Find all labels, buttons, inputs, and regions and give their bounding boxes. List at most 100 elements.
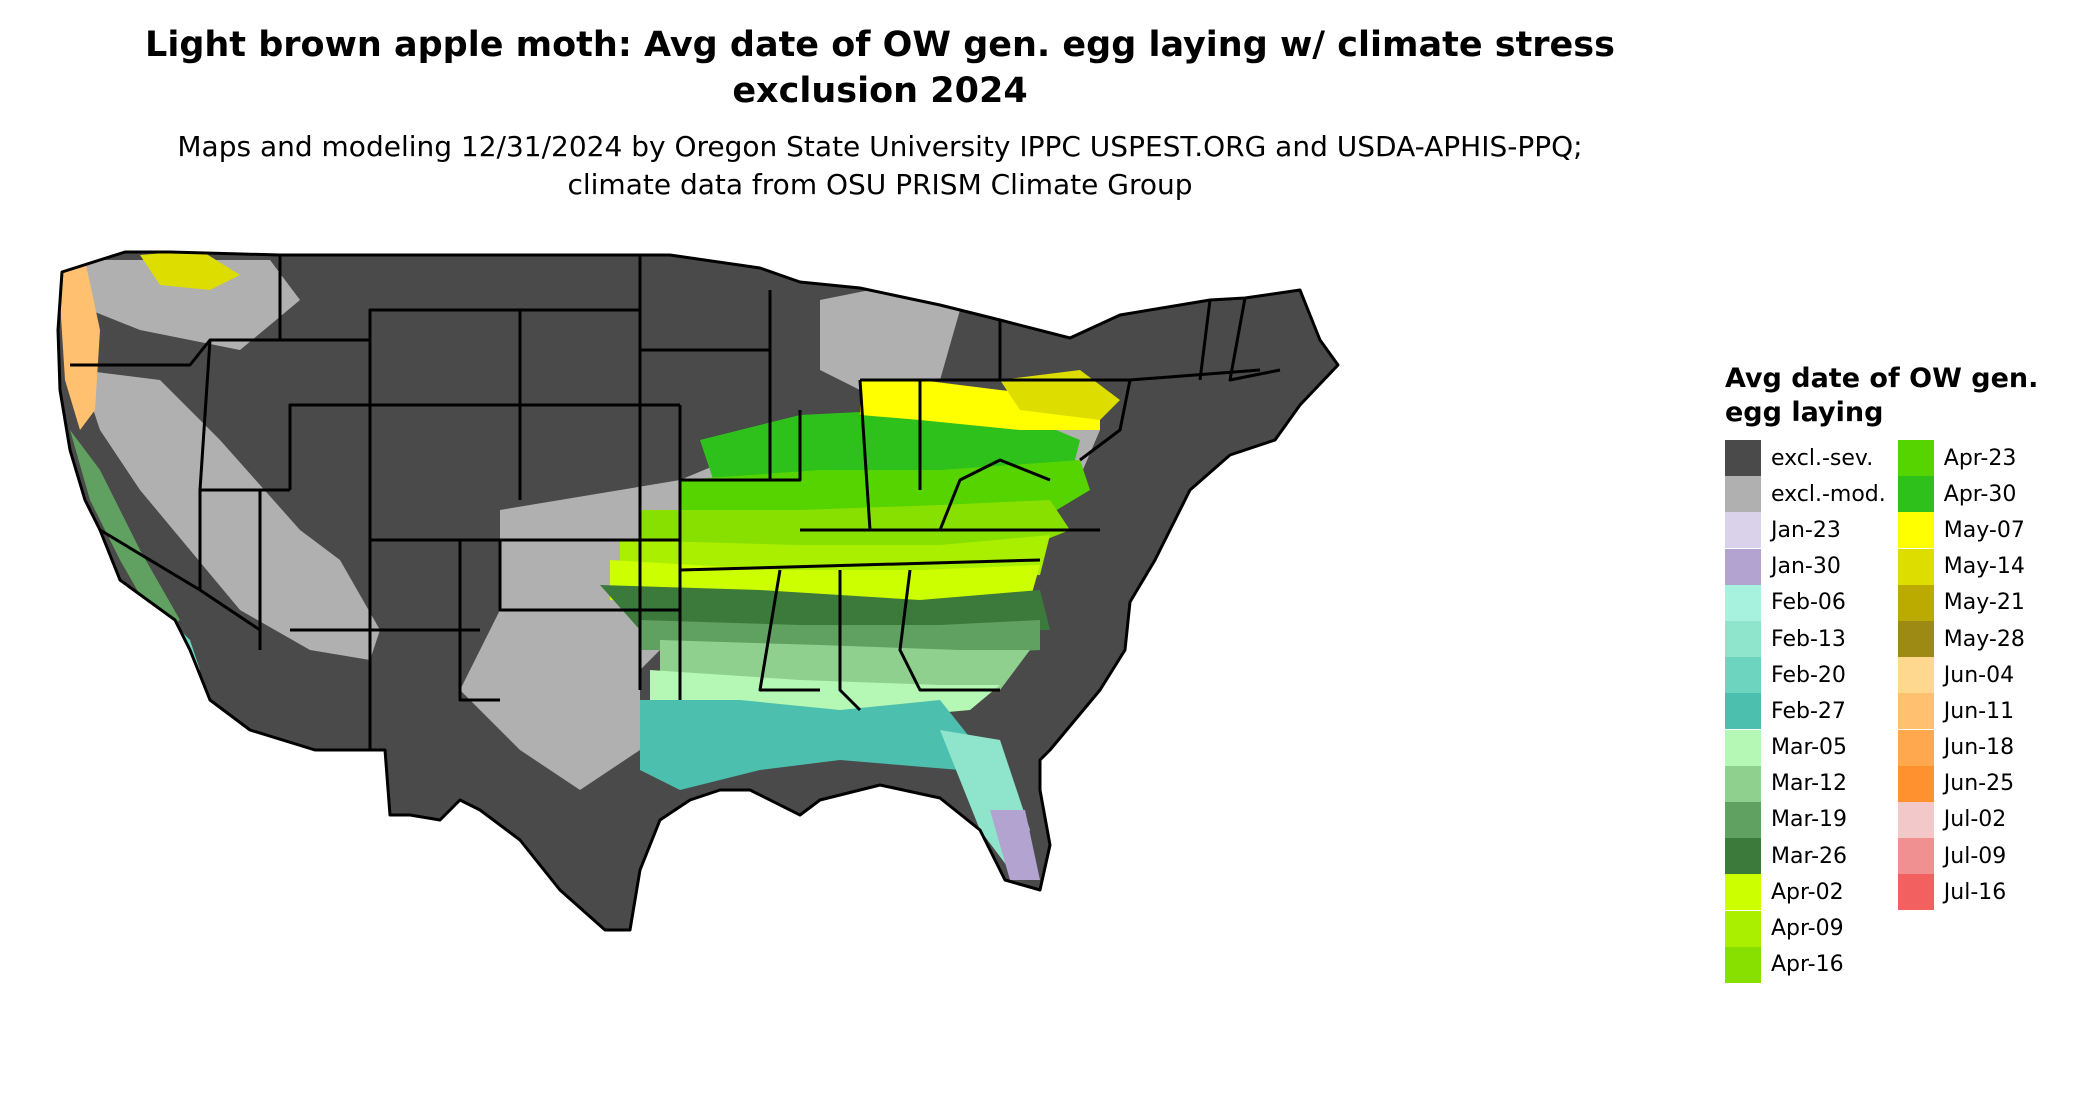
legend-label: May-14 xyxy=(1943,554,2025,580)
legend-label: May-28 xyxy=(1943,626,2025,652)
legend-item: Jul-09 xyxy=(1897,838,2025,875)
zone-may-14-east xyxy=(1000,370,1120,420)
legend-swatch xyxy=(1725,512,1761,549)
legend-swatch xyxy=(1897,838,1934,875)
legend-swatch xyxy=(1897,801,1934,838)
legend-item: excl.-sev. xyxy=(1725,440,1886,477)
legend-item: Mar-12 xyxy=(1725,765,1886,802)
legend-label: Jan-30 xyxy=(1771,554,1841,580)
legend-swatch xyxy=(1725,801,1761,838)
legend-label: Feb-06 xyxy=(1771,590,1846,616)
legend-column-2: Apr-23 Apr-30 May-07 May-14 May-21 May-2… xyxy=(1897,440,2025,983)
zone-mar-26 xyxy=(600,585,1050,630)
legend-column-1: excl.-sev. excl.-mod. Jan-23 Jan-30 Feb-… xyxy=(1725,440,1886,983)
zone-excl-mod-northwest xyxy=(80,260,300,350)
zone-feb-27 xyxy=(640,700,980,790)
legend-item: Jun-11 xyxy=(1897,693,2025,730)
legend-swatch xyxy=(1897,512,1934,549)
zone-west-coast-jun xyxy=(58,260,100,430)
legend-item: Jun-18 xyxy=(1897,729,2025,766)
legend-item: May-21 xyxy=(1897,584,2025,621)
state-borders xyxy=(56,250,1340,932)
legend-swatch xyxy=(1725,693,1761,730)
legend-swatch xyxy=(1897,476,1934,513)
legend-swatch xyxy=(1725,657,1761,694)
legend-item: Mar-05 xyxy=(1725,729,1886,766)
legend-item: Feb-20 xyxy=(1725,657,1886,694)
legend-label: excl.-sev. xyxy=(1771,445,1874,471)
legend-label: excl.-mod. xyxy=(1771,481,1886,507)
legend-label: Apr-30 xyxy=(1943,481,2017,507)
legend-item: Jul-02 xyxy=(1897,801,2025,838)
legend-label: Jul-16 xyxy=(1943,879,2007,905)
legend: Avg date of OW gen. egg laying excl.-sev… xyxy=(1725,362,2100,983)
legend-item: Feb-06 xyxy=(1725,584,1886,621)
legend-swatch xyxy=(1897,584,1934,621)
zone-may-14-nw xyxy=(140,252,240,290)
legend-label: Jun-18 xyxy=(1943,735,2015,761)
legend-item: Apr-16 xyxy=(1725,946,1886,983)
legend-item: Mar-19 xyxy=(1725,801,1886,838)
legend-swatch xyxy=(1897,765,1934,802)
legend-title: Avg date of OW gen. egg laying xyxy=(1725,363,2039,428)
legend-label: Feb-13 xyxy=(1771,626,1846,652)
legend-label: Feb-20 xyxy=(1771,662,1846,688)
legend-label: Jun-25 xyxy=(1943,771,2015,797)
legend-label: Feb-27 xyxy=(1771,698,1846,724)
legend-swatch xyxy=(1897,621,1934,658)
legend-label: Mar-05 xyxy=(1771,735,1848,761)
legend-swatch xyxy=(1897,548,1934,585)
us-map xyxy=(56,250,1340,932)
legend-label: Mar-26 xyxy=(1771,843,1848,869)
map-title: Light brown apple moth: Avg date of OW g… xyxy=(145,25,1615,111)
legend-swatch xyxy=(1725,910,1761,947)
legend-swatch xyxy=(1725,838,1761,875)
legend-item: Jun-25 xyxy=(1897,765,2025,802)
legend-swatch xyxy=(1897,874,1934,911)
zone-excl-mod-great-lakes xyxy=(820,280,960,390)
legend-label: Apr-16 xyxy=(1771,952,1844,978)
legend-item: Jan-23 xyxy=(1725,512,1886,549)
legend-label: Apr-23 xyxy=(1943,445,2017,471)
legend-item: May-14 xyxy=(1897,548,2025,585)
legend-item: May-07 xyxy=(1897,512,2025,549)
legend-swatch xyxy=(1725,765,1761,802)
legend-item: Apr-09 xyxy=(1725,910,1886,947)
legend-item: Feb-27 xyxy=(1725,693,1886,730)
legend-swatch xyxy=(1725,548,1761,585)
legend-label: Jul-09 xyxy=(1943,843,2007,869)
legend-label: Apr-02 xyxy=(1771,879,1844,905)
legend-label: May-07 xyxy=(1943,517,2025,543)
legend-item: Jan-30 xyxy=(1725,548,1886,585)
legend-item: Feb-13 xyxy=(1725,621,1886,658)
map-subtitle: Maps and modeling 12/31/2024 by Oregon S… xyxy=(177,130,1583,201)
legend-swatch xyxy=(1725,946,1761,983)
legend-item: Apr-23 xyxy=(1897,440,2025,477)
legend-label: Jan-23 xyxy=(1771,517,1841,543)
legend-item: Mar-26 xyxy=(1725,838,1886,875)
legend-label: Mar-12 xyxy=(1771,771,1848,797)
legend-swatch xyxy=(1725,476,1761,513)
legend-swatch xyxy=(1725,440,1761,477)
legend-swatch xyxy=(1897,657,1934,694)
legend-label: Jul-02 xyxy=(1943,807,2007,833)
legend-item: Jun-04 xyxy=(1897,657,2025,694)
legend-swatch xyxy=(1897,693,1934,730)
legend-swatch xyxy=(1725,584,1761,621)
legend-swatch xyxy=(1897,440,1934,477)
legend-item: excl.-mod. xyxy=(1725,476,1886,513)
legend-item: Jul-16 xyxy=(1897,874,2025,911)
legend-item: Apr-30 xyxy=(1897,476,2025,513)
legend-label: Mar-19 xyxy=(1771,807,1848,833)
zone-excl-mod-west xyxy=(80,370,380,660)
legend-swatch xyxy=(1725,621,1761,658)
legend-swatch xyxy=(1725,874,1761,911)
legend-label: Apr-09 xyxy=(1771,916,1844,942)
legend-label: Jun-04 xyxy=(1943,662,2015,688)
zone-jan-30 xyxy=(990,810,1040,880)
legend-item: Apr-02 xyxy=(1725,874,1886,911)
legend-swatch xyxy=(1725,729,1761,766)
legend-label: Jun-11 xyxy=(1943,698,2015,724)
legend-label: May-21 xyxy=(1943,590,2025,616)
zone-west-coast-mar xyxy=(70,430,180,630)
